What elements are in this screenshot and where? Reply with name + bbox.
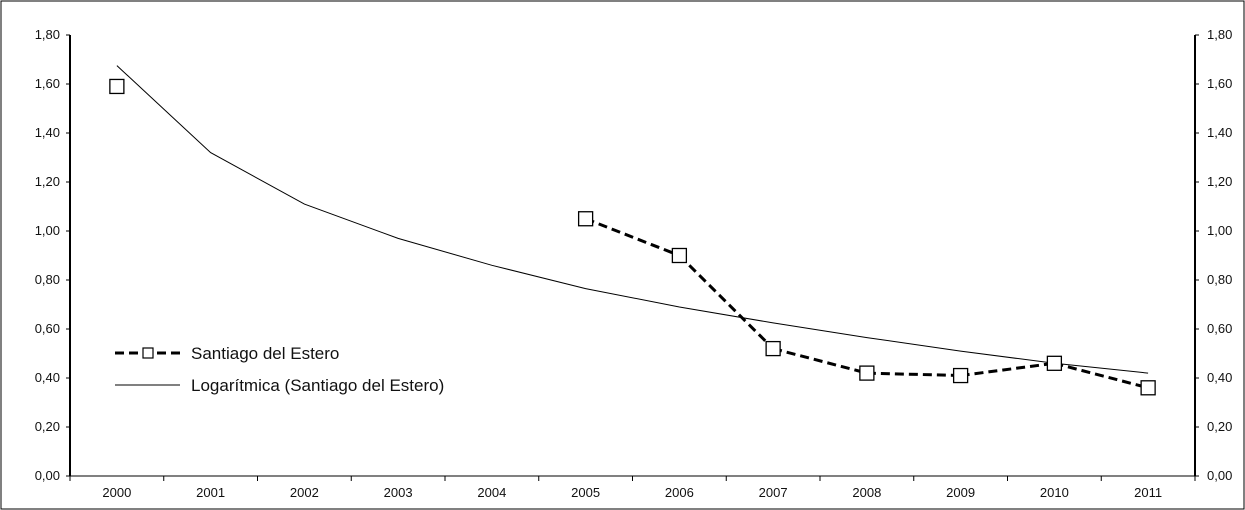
y-tick-label-left: 0,20 [35, 419, 60, 434]
data-point-marker [671, 247, 688, 264]
series-segment [678, 254, 775, 350]
x-tick-label: 2003 [384, 485, 413, 500]
x-tick-label: 2005 [571, 485, 600, 500]
x-tick-label: 2009 [946, 485, 975, 500]
plot-area [109, 65, 1156, 396]
y-tick-label-right: 1,20 [1207, 174, 1232, 189]
x-tick-label: 2006 [665, 485, 694, 500]
y-tick-label-right: 0,00 [1207, 468, 1232, 483]
y-tick-label-right: 1,00 [1207, 223, 1232, 238]
data-point-marker [1140, 380, 1156, 396]
series-segment [866, 371, 961, 378]
x-tick-label: 2010 [1040, 485, 1069, 500]
data-point-marker [109, 78, 125, 95]
data-point-marker [1046, 355, 1063, 371]
y-tick-label-left: 0,60 [35, 321, 60, 336]
x-tick-label: 2001 [196, 485, 225, 500]
trendline-logarithmic [116, 65, 1149, 374]
axes: 0,00 0,00 0,20 0,20 0,40 0,40 0,60 0,60 0,80 0,80… [35, 27, 1233, 500]
data-point-marker [859, 365, 875, 381]
data-point-marker [952, 367, 969, 384]
x-tick-label: 2008 [852, 485, 881, 500]
y-tick-label-right: 1,40 [1207, 125, 1232, 140]
y-tick-label-right: 0,80 [1207, 272, 1232, 287]
y-tick-label-right: 0,20 [1207, 419, 1232, 434]
y-tick-label-left: 0,40 [35, 370, 60, 385]
y-tick-label-left: 1,00 [35, 223, 60, 238]
y-tick-label-left: 0,00 [35, 468, 60, 483]
y-tick-label-right: 1,60 [1207, 76, 1232, 91]
data-point-marker [577, 211, 594, 227]
y-tick-label-left: 1,80 [35, 27, 60, 42]
x-tick-label: 2011 [1134, 485, 1162, 500]
series-segment [1053, 361, 1149, 390]
data-point-marker [765, 340, 781, 357]
y-tick-label-right: 0,40 [1207, 370, 1232, 385]
series-segment [772, 347, 868, 375]
x-tick-label: 2004 [477, 485, 506, 500]
series-segment [585, 217, 680, 257]
legend-label-santiago: Santiago del Estero [191, 344, 339, 363]
legend-marker-santiago [142, 347, 154, 359]
y-tick-label-right: 0,60 [1207, 321, 1232, 336]
legend-label-trendline: Logarítmica (Santiago del Estero) [191, 376, 444, 395]
y-tick-label-right: 1,80 [1207, 27, 1232, 42]
series-segment [960, 361, 1055, 378]
x-tick-label: 2000 [102, 485, 131, 500]
y-tick-label-left: 1,40 [35, 125, 60, 140]
y-tick-label-left: 1,20 [35, 174, 60, 189]
y-tick-label-left: 0,80 [35, 272, 60, 287]
y-tick-label-left: 1,60 [35, 76, 60, 91]
x-tick-label: 2007 [759, 485, 788, 500]
legend: Santiago del Estero Logarítmica (Santiag… [115, 344, 444, 395]
x-tick-label: 2002 [290, 485, 319, 500]
